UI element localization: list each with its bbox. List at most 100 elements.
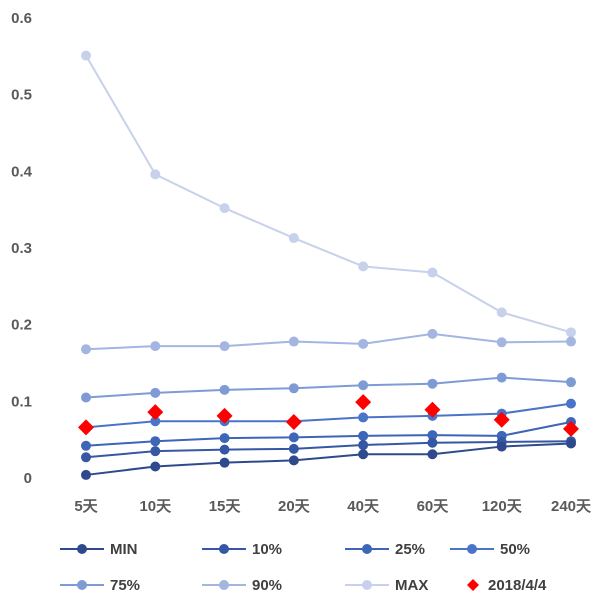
legend-label: 75% — [110, 577, 140, 593]
data-point — [150, 436, 161, 447]
data-point — [150, 416, 161, 427]
data-point — [496, 372, 507, 383]
legend-label: 2018/4/4 — [488, 577, 547, 593]
data-point — [81, 452, 91, 463]
data-point-diamond — [147, 404, 164, 421]
data-point — [219, 384, 230, 395]
plot-area — [78, 50, 579, 480]
legend: MIN 10% 25% 50% 75% 90% MAX 2018/4/4 — [60, 541, 547, 593]
x-tick-label: 10天 — [139, 498, 172, 515]
data-point — [427, 378, 438, 389]
data-point — [358, 261, 369, 272]
data-point — [566, 327, 576, 338]
series-line — [85, 376, 572, 399]
data-point — [566, 438, 576, 449]
data-point — [219, 433, 230, 444]
x-tick-label: 120天 — [482, 498, 523, 515]
data-point — [427, 430, 438, 441]
series-75- — [81, 372, 576, 403]
data-point-diamond — [563, 420, 579, 437]
data-point — [358, 440, 369, 451]
legend-item: 25% — [345, 541, 425, 558]
data-point — [358, 380, 369, 391]
y-tick-label: 0.4 — [11, 163, 33, 180]
data-point — [288, 443, 299, 454]
data-point — [427, 328, 438, 339]
y-tick-label: 0.2 — [11, 317, 32, 334]
legend-item: MIN — [60, 541, 138, 558]
legend-label: 50% — [500, 541, 530, 558]
data-point — [288, 233, 299, 244]
data-point — [358, 412, 369, 423]
data-point — [150, 387, 161, 398]
legend-label: MAX — [395, 577, 428, 593]
series-2018-4-4 — [78, 394, 579, 437]
legend-item: 75% — [60, 577, 140, 593]
legend-marker — [362, 544, 372, 554]
series-line — [85, 421, 572, 447]
data-point — [288, 336, 299, 347]
data-point — [427, 449, 438, 460]
legend-marker — [219, 544, 229, 554]
data-point-diamond — [424, 401, 441, 418]
series-min — [81, 438, 576, 480]
data-point — [81, 469, 91, 480]
data-point-diamond — [78, 419, 94, 436]
data-point-diamond — [355, 394, 372, 411]
y-axis: 0 0.1 0.2 0.3 0.4 0.5 0.6 — [11, 10, 33, 487]
x-tick-label: 20天 — [278, 498, 311, 515]
data-point-diamond — [216, 407, 233, 424]
x-tick-label: 60天 — [417, 498, 450, 515]
data-point — [150, 341, 161, 352]
legend-label: 10% — [252, 541, 282, 558]
data-point — [427, 267, 438, 278]
legend-item: 10% — [202, 541, 282, 558]
data-point — [496, 441, 507, 452]
series-max — [81, 50, 576, 338]
legend-label: 25% — [395, 541, 425, 558]
data-point — [496, 307, 507, 318]
legend-item: MAX — [345, 577, 428, 593]
legend-marker — [362, 580, 372, 590]
data-point — [219, 444, 230, 455]
x-axis: 5天 10天 15天 20天 40天 60天 120天 240天 — [74, 498, 592, 515]
data-point — [150, 461, 161, 472]
y-tick-label: 0.3 — [11, 240, 32, 257]
data-point-diamond — [493, 411, 510, 428]
data-point — [427, 437, 438, 448]
series-line — [85, 402, 572, 429]
legend-item: 50% — [450, 541, 530, 558]
data-point — [219, 341, 230, 352]
data-point — [496, 337, 507, 348]
legend-marker — [77, 580, 87, 590]
data-point — [219, 203, 230, 214]
data-point — [81, 392, 91, 403]
data-point — [566, 377, 576, 388]
data-point — [358, 430, 369, 441]
data-point — [288, 383, 299, 394]
series-line — [85, 55, 572, 334]
y-tick-label: 0.5 — [11, 87, 32, 104]
data-point — [219, 457, 230, 468]
y-tick-label: 0.1 — [11, 393, 32, 410]
data-point — [150, 169, 161, 180]
legend-item: 2018/4/4 — [467, 577, 547, 593]
data-point — [566, 398, 576, 409]
y-tick-label: 0.6 — [11, 10, 32, 27]
legend-marker-diamond — [467, 579, 479, 591]
data-point — [288, 432, 299, 443]
data-point — [288, 455, 299, 466]
x-tick-label: 40天 — [347, 498, 380, 515]
x-tick-label: 15天 — [209, 498, 242, 515]
series-line — [85, 440, 572, 459]
series-line — [85, 332, 572, 351]
data-point-diamond — [285, 414, 302, 431]
y-tick-label: 0 — [24, 470, 32, 487]
data-point — [566, 336, 576, 347]
data-point — [81, 50, 91, 61]
legend-marker — [219, 580, 229, 590]
data-point — [358, 449, 369, 460]
legend-marker — [467, 544, 477, 554]
legend-marker — [77, 544, 87, 554]
